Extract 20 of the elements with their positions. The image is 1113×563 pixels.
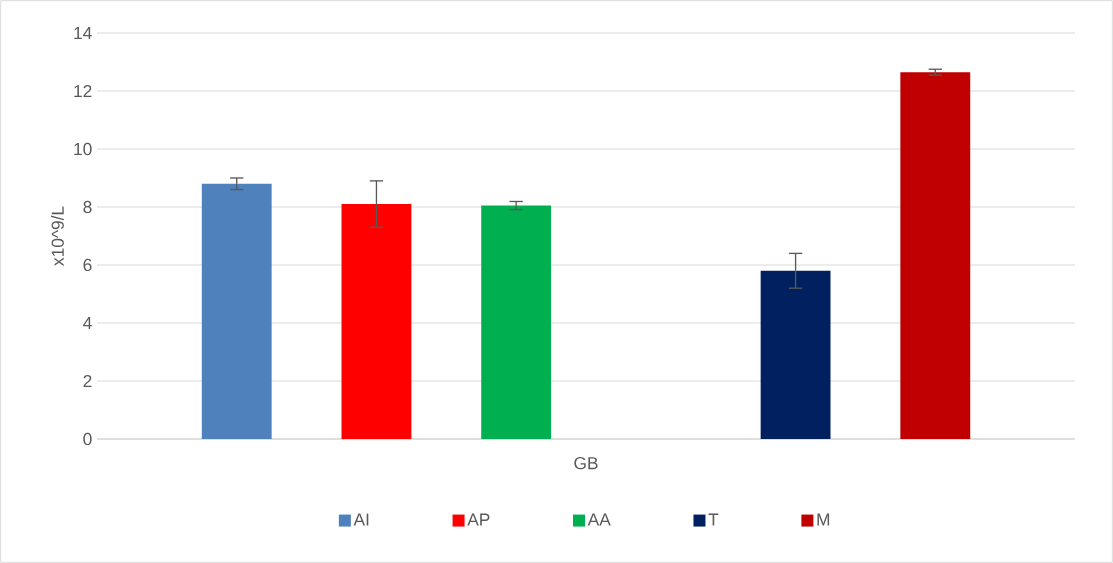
y-tick-label: 12 (74, 84, 92, 98)
y-tick-label: 14 (74, 27, 92, 39)
bar (481, 205, 552, 439)
y-tick-label: 8 (83, 200, 92, 214)
y-tick-label: 2 (83, 374, 92, 388)
x-tick-label: GB (574, 457, 598, 470)
y-tick-label: 0 (83, 432, 92, 446)
y-tick-label: 4 (83, 317, 92, 329)
bar (900, 72, 971, 439)
y-axis-title: x10^9/L (51, 206, 64, 266)
y-tick-label: 6 (83, 258, 92, 272)
bar (201, 183, 272, 439)
legend-label: T (708, 513, 719, 526)
legend-label: AA (587, 513, 611, 526)
legend-label: AI (353, 513, 369, 526)
bar (760, 270, 831, 439)
bar (341, 204, 412, 439)
legend-label: AP (467, 513, 490, 526)
y-tick-label: 10 (74, 142, 92, 156)
legend-label: M (817, 513, 830, 526)
